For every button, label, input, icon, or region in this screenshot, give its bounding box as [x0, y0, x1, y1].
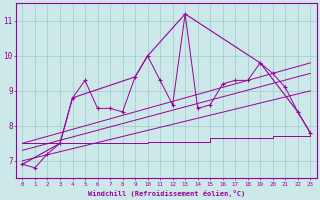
- X-axis label: Windchill (Refroidissement éolien,°C): Windchill (Refroidissement éolien,°C): [88, 190, 245, 197]
